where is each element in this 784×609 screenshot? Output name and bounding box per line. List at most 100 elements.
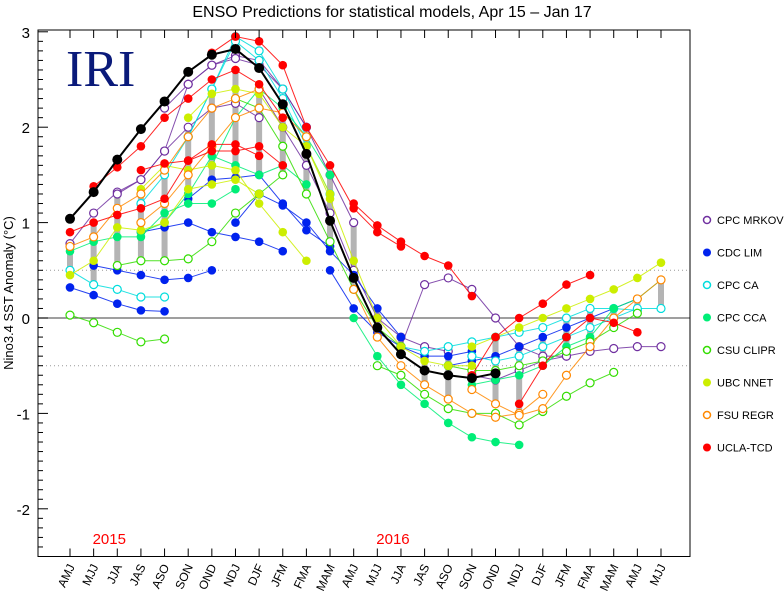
forecast-point <box>183 79 193 89</box>
forecast-point <box>491 375 500 385</box>
forecast-point <box>278 84 288 94</box>
forecast-point <box>372 361 382 371</box>
forecast-point <box>302 256 311 266</box>
forecast-point <box>443 404 453 414</box>
forecast-point <box>491 332 500 342</box>
x-tick-label: JFM <box>268 562 291 589</box>
x-tick-label: DJF <box>529 562 551 588</box>
forecast-point <box>585 270 595 280</box>
forecast-point <box>302 225 311 235</box>
forecast-point <box>254 103 264 113</box>
forecast-point <box>325 194 335 204</box>
observed-point <box>395 349 406 360</box>
forecast-point <box>656 275 666 285</box>
forecast-point <box>183 254 193 264</box>
forecast-point <box>325 246 335 256</box>
forecast-point <box>230 93 241 104</box>
forecast-point <box>467 351 477 361</box>
legend-label: CPC CA <box>717 280 759 292</box>
forecast-point <box>136 175 146 185</box>
forecast-point <box>562 280 571 289</box>
forecast-point <box>301 189 311 199</box>
legend-marker-cpc-cca <box>703 313 711 322</box>
x-tick-label: ASO <box>433 562 456 591</box>
x-tick-label: MJJ <box>363 562 385 588</box>
forecast-point <box>136 337 146 347</box>
forecast-point <box>183 132 193 142</box>
forecast-point <box>396 361 406 371</box>
forecast-point <box>207 75 217 84</box>
observed-point <box>443 370 454 381</box>
forecast-point <box>254 189 264 199</box>
legend-marker-cdc-lim <box>703 248 711 257</box>
forecast-point <box>561 370 572 380</box>
forecast-point <box>112 189 122 199</box>
forecast-point <box>490 412 501 422</box>
forecast-point <box>514 313 524 323</box>
chart-title: ENSO Predictions for statistical models,… <box>192 4 591 21</box>
forecast-point <box>159 146 170 156</box>
forecast-point <box>561 346 572 356</box>
forecast-point <box>514 361 524 371</box>
forecast-line <box>353 203 473 297</box>
observed-point <box>277 99 288 110</box>
forecast-point <box>231 218 240 227</box>
forecast-point <box>278 246 288 256</box>
forecast-point <box>396 342 406 351</box>
forecast-point <box>207 60 217 70</box>
forecast-point <box>561 313 572 323</box>
legend-label: CPC MRKOV <box>717 215 784 227</box>
forecast-point <box>183 218 193 227</box>
forecast-point <box>278 122 288 132</box>
iri-logo: IRI <box>66 41 135 98</box>
forecast-point <box>632 342 642 352</box>
forecast-point <box>467 361 477 371</box>
forecast-point <box>349 304 358 313</box>
legend-label: UBC NNET <box>717 378 774 390</box>
forecast-point <box>89 318 99 328</box>
forecast-point <box>112 162 122 172</box>
x-tick-label: SON <box>172 562 196 591</box>
forecast-point <box>420 356 429 366</box>
x-tick-label: SON <box>456 562 480 591</box>
forecast-point <box>112 327 122 337</box>
x-tick-label: MJJ <box>79 562 101 588</box>
forecast-point <box>325 266 335 275</box>
forecast-point <box>183 170 193 180</box>
x-tick-label: MAM <box>597 562 622 593</box>
forecast-point <box>443 261 453 270</box>
forecast-point <box>231 175 240 184</box>
forecast-point <box>159 256 170 266</box>
observed-point <box>183 66 194 77</box>
y-tick-label: -1 <box>17 406 30 423</box>
forecast-point <box>159 334 170 344</box>
forecast-point <box>420 399 429 409</box>
forecast-point <box>136 256 146 266</box>
forecast-point <box>89 280 99 290</box>
forecast-point <box>349 199 358 208</box>
forecast-point <box>420 280 430 290</box>
y-axis-label: Nino3.4 SST Anomaly (°C) <box>1 216 16 370</box>
forecast-point <box>278 201 288 210</box>
forecast-point <box>656 342 666 352</box>
observed-point <box>230 43 241 54</box>
legend-marker-cpc-mrkov <box>702 215 712 225</box>
forecast-point <box>207 266 217 275</box>
observed-point <box>325 215 336 226</box>
forecast-point <box>443 351 453 361</box>
forecast-point <box>561 391 572 401</box>
forecast-point <box>490 356 501 366</box>
forecast-point <box>514 351 524 361</box>
forecast-point <box>562 304 571 313</box>
forecast-point <box>396 237 406 246</box>
forecast-point <box>136 225 146 235</box>
forecast-point <box>65 241 75 252</box>
observed-point <box>254 63 265 74</box>
forecast-point <box>538 404 548 414</box>
legend-label: FSU REGR <box>717 410 774 422</box>
observed-point <box>206 49 217 60</box>
forecast-point <box>183 122 193 132</box>
forecast-point <box>349 284 359 294</box>
forecast-point <box>443 361 453 371</box>
forecast-point <box>302 122 311 132</box>
